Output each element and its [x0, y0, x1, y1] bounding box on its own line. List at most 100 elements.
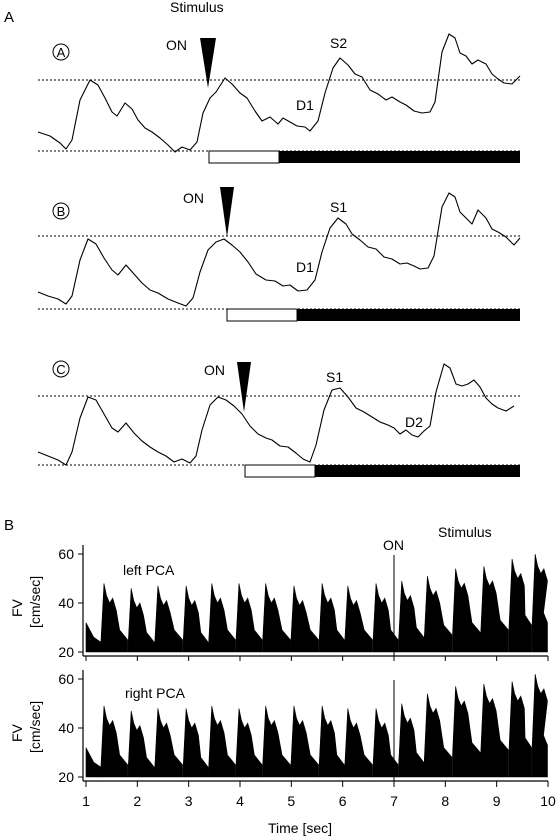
- x-tick-label: 4: [236, 793, 244, 809]
- stimulus-bar-white-b: [226, 308, 298, 322]
- right-pca-y-tick-label: 40: [58, 720, 74, 736]
- right-pca-beat: [318, 705, 345, 778]
- right-pca-series: [85, 674, 548, 778]
- waveform-c: [37, 363, 515, 466]
- right-pca-beat: [372, 708, 399, 778]
- left-pca-beat: [100, 583, 128, 653]
- left-pca-y-tick-label: 40: [58, 595, 74, 611]
- left-pca-beat: [531, 553, 548, 653]
- right-ylabel-unit: [cm/sec]: [27, 701, 43, 753]
- right-pca-beat: [290, 705, 319, 778]
- right-pca-y-tick-label: 60: [58, 671, 74, 687]
- left-pca-y-tick-label: 60: [58, 546, 74, 562]
- panel-b-stimulus-label: Stimulus: [438, 524, 492, 540]
- left-y-ticks: 20 40 60: [58, 546, 83, 660]
- x-tick-label: 5: [287, 793, 295, 809]
- panel-a-label: A: [4, 9, 14, 26]
- condition-c-trace: C ON S1 D2: [37, 360, 520, 478]
- left-pca-beat: [398, 580, 425, 653]
- left-pca-beat: [452, 568, 481, 653]
- left-pca-beat: [127, 588, 155, 653]
- waveform-b: [37, 192, 521, 307]
- left-pca-beat: [85, 622, 102, 653]
- label-d1-a: D1: [296, 97, 314, 113]
- on-label-c: ON: [204, 362, 225, 378]
- chart-right-pca: 20 40 60 right PCA FV [cm/sec]: [9, 670, 548, 785]
- left-ylabel-fv: FV: [9, 598, 25, 617]
- panel-b-label: B: [4, 517, 14, 534]
- waveform-a: [37, 33, 521, 153]
- x-tick-label: 10: [540, 793, 556, 809]
- on-arrow-b: [220, 187, 234, 237]
- label-d1-b: D1: [296, 259, 314, 275]
- left-pca-beat: [423, 575, 453, 653]
- x-tick-label: 9: [493, 793, 501, 809]
- on-label-a: ON: [166, 37, 187, 53]
- on-arrow-a: [200, 38, 216, 88]
- right-pca-beat: [100, 705, 128, 778]
- left-pca-beat: [344, 585, 373, 653]
- condition-b-id: B: [57, 204, 66, 219]
- chart-left-pca: 20 40 60 left PCA FV [cm/sec]: [9, 545, 548, 660]
- left-pca-beat: [262, 583, 291, 653]
- on-arrow-c: [237, 362, 251, 412]
- label-s1-b: S1: [330, 199, 347, 215]
- right-pca-beat: [398, 703, 425, 778]
- stimulus-bar-white-c: [244, 464, 316, 478]
- left-pca-beat: [182, 585, 209, 653]
- right-pca-beat: [85, 747, 102, 778]
- label-s1-c: S1: [326, 369, 343, 385]
- left-pca-beat: [372, 583, 399, 653]
- left-pca-beat: [235, 583, 263, 653]
- label-s2-a: S2: [330, 35, 347, 51]
- x-axis-title: Time [sec]: [268, 820, 332, 836]
- right-pca-y-tick-label: 20: [58, 769, 74, 785]
- label-d2-c: D2: [405, 414, 423, 430]
- condition-c-id: C: [56, 362, 65, 377]
- left-pca-beat: [208, 583, 236, 653]
- condition-a-trace: A ON S2 D1: [37, 33, 521, 164]
- x-tick-label: 3: [185, 793, 193, 809]
- right-y-ticks: 20 40 60: [58, 671, 83, 785]
- x-ticks: 1 2 3 4 5 6 7 8 9 10: [82, 656, 556, 809]
- right-pca-beat: [423, 693, 453, 778]
- panel-a-stimulus-label: Stimulus: [170, 0, 224, 15]
- right-pca-series-label: right PCA: [125, 685, 186, 701]
- condition-b-trace: B ON S1 D1: [37, 187, 521, 322]
- stimulus-bar-black-a: [279, 151, 520, 163]
- x-tick-label: 6: [339, 793, 347, 809]
- left-pca-y-tick-label: 20: [58, 644, 74, 660]
- right-pca-beat: [531, 674, 548, 778]
- stimulus-bar-black-b: [297, 309, 520, 321]
- panel-b-on-label: ON: [383, 537, 404, 553]
- right-pca-beat: [344, 708, 373, 778]
- right-pca-beat: [452, 686, 481, 778]
- left-pca-beat: [154, 585, 183, 653]
- left-ylabel-unit: [cm/sec]: [27, 576, 43, 628]
- condition-a-circle: [52, 43, 70, 61]
- right-ylabel-fv: FV: [9, 723, 25, 742]
- right-pca-beat: [480, 683, 509, 778]
- x-tick-label: 8: [441, 793, 449, 809]
- x-tick-label: 7: [390, 793, 398, 809]
- stimulus-bar-white-a: [208, 150, 280, 164]
- right-pca-beat: [208, 705, 236, 778]
- right-pca-beat: [127, 710, 155, 778]
- x-tick-label: 1: [82, 793, 90, 809]
- right-pca-beat: [182, 708, 209, 778]
- condition-a-id: A: [57, 45, 66, 60]
- x-tick-label: 2: [133, 793, 141, 809]
- on-label-b: ON: [183, 190, 204, 206]
- right-pca-beat: [235, 708, 263, 778]
- left-pca-beat: [318, 583, 345, 653]
- left-pca-beat: [508, 558, 532, 653]
- condition-b-circle: [52, 202, 70, 220]
- right-pca-beat: [154, 708, 183, 778]
- right-pca-beat: [262, 705, 291, 778]
- left-pca-beat: [480, 566, 509, 653]
- condition-c-circle: [52, 360, 70, 378]
- left-pca-series: [85, 553, 548, 653]
- left-pca-beat: [290, 585, 319, 653]
- stimulus-bar-black-c: [315, 465, 520, 477]
